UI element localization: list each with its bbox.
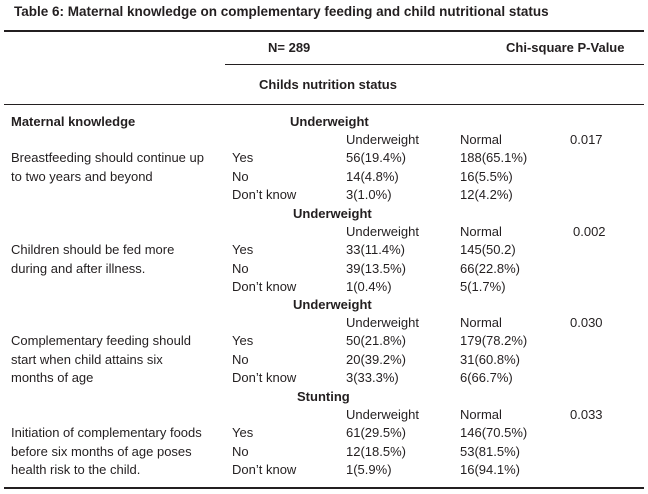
- stub-header: Maternal knowledge: [11, 114, 136, 129]
- column-normal: Normal: [460, 315, 502, 330]
- statement-line: Children should be fed more: [11, 242, 175, 258]
- header-rule-2: [4, 104, 644, 105]
- statement-line: before six months of age poses: [11, 443, 192, 459]
- cell-normal: 31(60.8%): [460, 351, 520, 367]
- statement-line: Complementary feeding should: [11, 333, 191, 349]
- p-value: 0.033: [570, 407, 603, 422]
- bottom-rule: [4, 487, 644, 489]
- response-label: Don’t know: [232, 278, 297, 294]
- response-label: No: [232, 443, 249, 459]
- column-normal: Normal: [460, 407, 502, 422]
- statement-line: Initiation of complementary foods: [11, 425, 202, 441]
- cell-underweight: 20(39.2%): [346, 351, 406, 367]
- top-rule: [4, 30, 644, 32]
- cell-normal: 12(4.2%): [460, 186, 513, 202]
- cell-normal: 16(5.5%): [460, 168, 513, 184]
- group-heading: Stunting: [297, 389, 350, 404]
- statement-line: to two years and beyond: [11, 168, 153, 184]
- chi-square-header: Chi-square P-Value: [506, 40, 625, 55]
- response-label: Yes: [232, 242, 254, 258]
- column-underweight: Underweight: [346, 224, 419, 239]
- column-normal: Normal: [460, 224, 502, 239]
- cell-normal: 179(78.2%): [460, 333, 528, 349]
- column-underweight: Underweight: [346, 132, 419, 147]
- cell-underweight: 33(11.4%): [346, 242, 406, 258]
- p-value: 0.002: [573, 224, 606, 239]
- column-underweight: Underweight: [346, 315, 419, 330]
- subheading: Childs nutrition status: [259, 77, 397, 92]
- response-label: Yes: [232, 425, 254, 441]
- group-heading: Underweight: [293, 297, 372, 312]
- cell-normal: 6(66.7%): [460, 369, 513, 385]
- cell-underweight: 3(1.0%): [346, 186, 392, 202]
- group-heading: Underweight: [293, 206, 372, 221]
- column-normal: Normal: [460, 132, 502, 147]
- group-heading: Underweight: [290, 114, 369, 129]
- response-label: Don’t know: [232, 461, 297, 477]
- column-underweight: Underweight: [346, 407, 419, 422]
- response-label: No: [232, 351, 249, 367]
- statement-line: during and after illness.: [11, 260, 146, 276]
- cell-normal: 66(22.8%): [460, 260, 520, 276]
- response-label: No: [232, 260, 249, 276]
- response-label: Yes: [232, 150, 254, 166]
- cell-underweight: 1(0.4%): [346, 278, 392, 294]
- cell-underweight: 61(29.5%): [346, 425, 406, 441]
- cell-underweight: 3(33.3%): [346, 369, 399, 385]
- response-label: Don’t know: [232, 369, 297, 385]
- cell-normal: 5(1.7%): [460, 278, 506, 294]
- cell-normal: 16(94.1%): [460, 461, 520, 477]
- p-value: 0.017: [570, 132, 603, 147]
- response-label: Don’t know: [232, 186, 297, 202]
- statement-line: Breastfeeding should continue up: [11, 150, 204, 166]
- cell-normal: 146(70.5%): [460, 425, 528, 441]
- cell-underweight: 12(18.5%): [346, 443, 406, 459]
- sample-size: N= 289: [268, 40, 311, 55]
- cell-normal: 53(81.5%): [460, 443, 520, 459]
- cell-underweight: 1(5.9%): [346, 461, 392, 477]
- cell-underweight: 56(19.4%): [346, 150, 406, 166]
- p-value: 0.030: [570, 315, 603, 330]
- cell-underweight: 39(13.5%): [346, 260, 406, 276]
- statement-line: health risk to the child.: [11, 461, 141, 477]
- response-label: No: [232, 168, 249, 184]
- cell-normal: 145(50.2): [460, 242, 516, 258]
- cell-underweight: 14(4.8%): [346, 168, 399, 184]
- header-rule-1: [225, 64, 644, 65]
- response-label: Yes: [232, 333, 254, 349]
- cell-underweight: 50(21.8%): [346, 333, 406, 349]
- statement-line: months of age: [11, 369, 94, 385]
- cell-normal: 188(65.1%): [460, 150, 528, 166]
- table-title: Table 6: Maternal knowledge on complemen…: [14, 4, 549, 19]
- statement-line: start when child attains six: [11, 351, 163, 367]
